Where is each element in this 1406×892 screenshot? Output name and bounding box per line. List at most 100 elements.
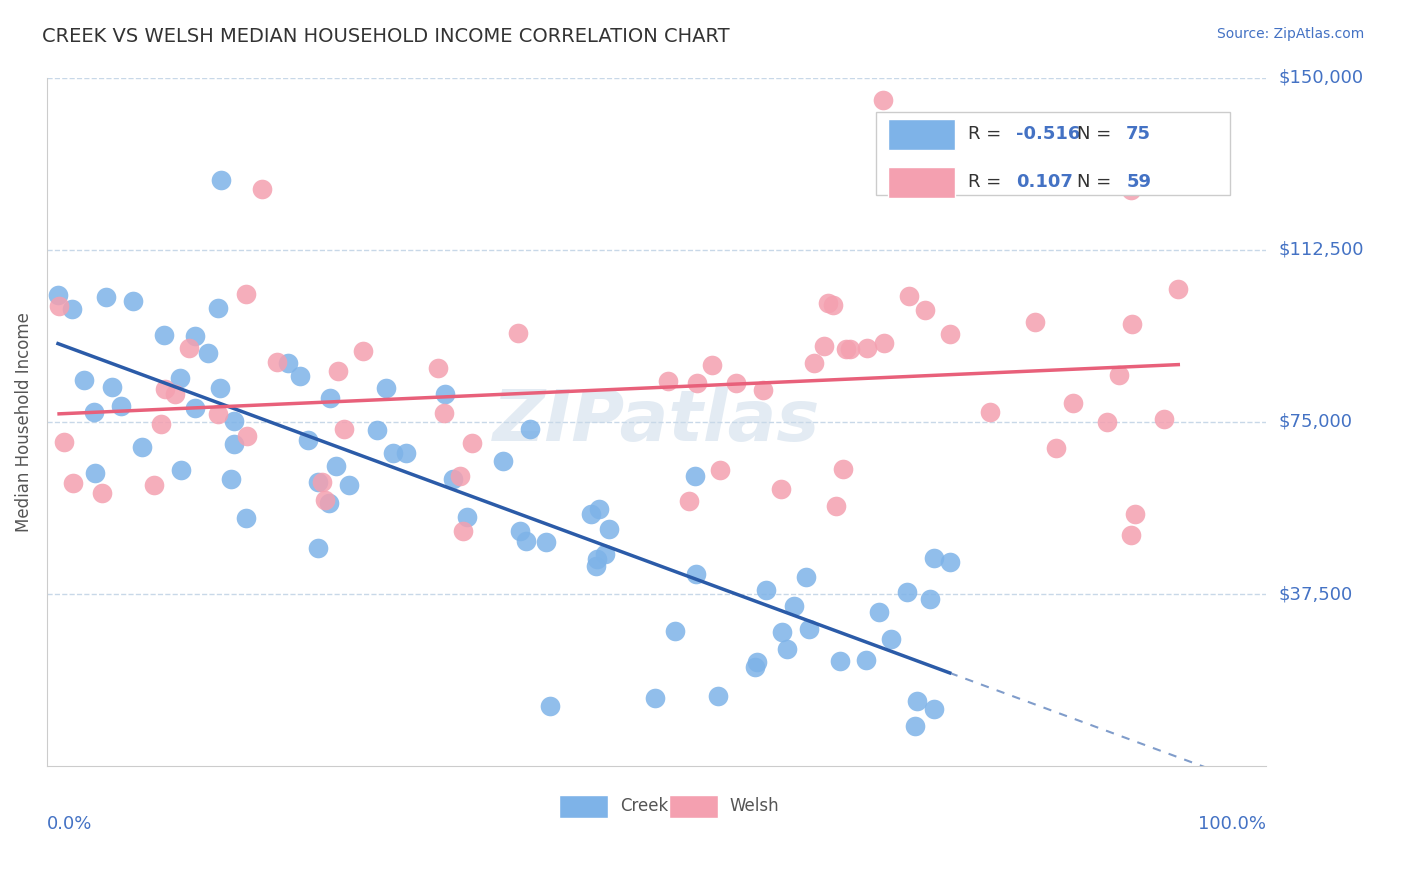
Point xyxy=(1167,282,1189,296)
Point xyxy=(519,422,541,436)
Point xyxy=(1024,315,1046,329)
Text: 75: 75 xyxy=(1126,125,1152,143)
Point xyxy=(314,492,336,507)
Point xyxy=(747,655,769,669)
Bar xyxy=(876,112,1230,194)
Point xyxy=(657,374,679,388)
Point xyxy=(581,507,603,521)
Point xyxy=(855,653,877,667)
Text: $112,500: $112,500 xyxy=(1278,241,1364,259)
Point xyxy=(337,477,360,491)
Point xyxy=(920,592,942,607)
Point xyxy=(897,288,920,302)
Point xyxy=(163,387,186,401)
Point xyxy=(73,373,96,387)
Point xyxy=(509,524,531,538)
Point xyxy=(235,287,257,301)
Point xyxy=(208,381,231,395)
Point xyxy=(702,358,724,372)
Point xyxy=(48,299,70,313)
Point xyxy=(755,582,778,597)
Point xyxy=(678,493,700,508)
Text: -0.516: -0.516 xyxy=(1017,125,1081,143)
Point xyxy=(922,551,945,566)
Point xyxy=(332,422,354,436)
Point xyxy=(46,288,69,302)
Point xyxy=(506,326,529,341)
Point xyxy=(207,408,229,422)
Text: $150,000: $150,000 xyxy=(1278,69,1364,87)
Point xyxy=(197,346,219,360)
Point xyxy=(683,469,706,483)
Text: $37,500: $37,500 xyxy=(1278,585,1353,603)
Point xyxy=(60,302,83,317)
Point xyxy=(307,541,329,555)
Point xyxy=(585,559,607,574)
Point xyxy=(586,552,609,566)
Point xyxy=(461,435,484,450)
Point xyxy=(169,370,191,384)
Point xyxy=(828,654,851,668)
Text: Creek: Creek xyxy=(620,797,668,815)
Point xyxy=(839,342,862,356)
Point xyxy=(153,328,176,343)
Point xyxy=(153,382,176,396)
Point xyxy=(770,482,793,496)
Point xyxy=(1119,183,1142,197)
Point xyxy=(783,599,806,613)
Point xyxy=(938,555,960,569)
Point xyxy=(122,294,145,309)
Bar xyxy=(669,796,717,818)
Point xyxy=(744,659,766,673)
Point xyxy=(707,689,730,703)
Point xyxy=(644,691,666,706)
Point xyxy=(252,182,274,196)
Point xyxy=(83,405,105,419)
Point xyxy=(856,342,879,356)
Point xyxy=(803,356,825,370)
Text: 0.107: 0.107 xyxy=(1017,173,1073,191)
Bar xyxy=(889,167,956,198)
Point xyxy=(835,343,858,357)
Point xyxy=(307,475,329,489)
Point xyxy=(593,547,616,561)
Point xyxy=(318,496,340,510)
Text: R =: R = xyxy=(967,173,1007,191)
Point xyxy=(222,436,245,450)
Point xyxy=(382,446,405,460)
Text: R =: R = xyxy=(967,125,1007,143)
Point xyxy=(588,502,610,516)
Point xyxy=(150,417,173,431)
Point xyxy=(427,361,450,376)
Point xyxy=(319,391,342,405)
Point xyxy=(209,173,232,187)
Point xyxy=(183,401,205,416)
Text: $75,000: $75,000 xyxy=(1278,413,1353,431)
Point xyxy=(492,454,515,468)
Point xyxy=(131,440,153,454)
Point xyxy=(538,699,561,714)
Point xyxy=(1062,396,1084,410)
Point xyxy=(752,383,775,397)
Point xyxy=(235,511,257,525)
Point xyxy=(433,406,456,420)
Point xyxy=(110,400,132,414)
Text: N =: N = xyxy=(1077,125,1118,143)
Text: Source: ZipAtlas.com: Source: ZipAtlas.com xyxy=(1216,27,1364,41)
Text: 0.0%: 0.0% xyxy=(46,814,93,832)
Point xyxy=(904,719,927,733)
Point xyxy=(374,381,396,395)
Point xyxy=(724,376,747,391)
Point xyxy=(94,290,117,304)
Point xyxy=(1123,508,1146,522)
Point xyxy=(366,424,388,438)
Point xyxy=(1153,412,1175,426)
Point xyxy=(297,434,319,448)
Text: CREEK VS WELSH MEDIAN HOUSEHOLD INCOME CORRELATION CHART: CREEK VS WELSH MEDIAN HOUSEHOLD INCOME C… xyxy=(42,27,730,45)
Point xyxy=(914,303,936,318)
Text: Welsh: Welsh xyxy=(730,797,779,815)
Point xyxy=(311,475,333,490)
Text: 59: 59 xyxy=(1126,173,1152,191)
Point xyxy=(938,327,960,342)
Point xyxy=(873,336,896,351)
